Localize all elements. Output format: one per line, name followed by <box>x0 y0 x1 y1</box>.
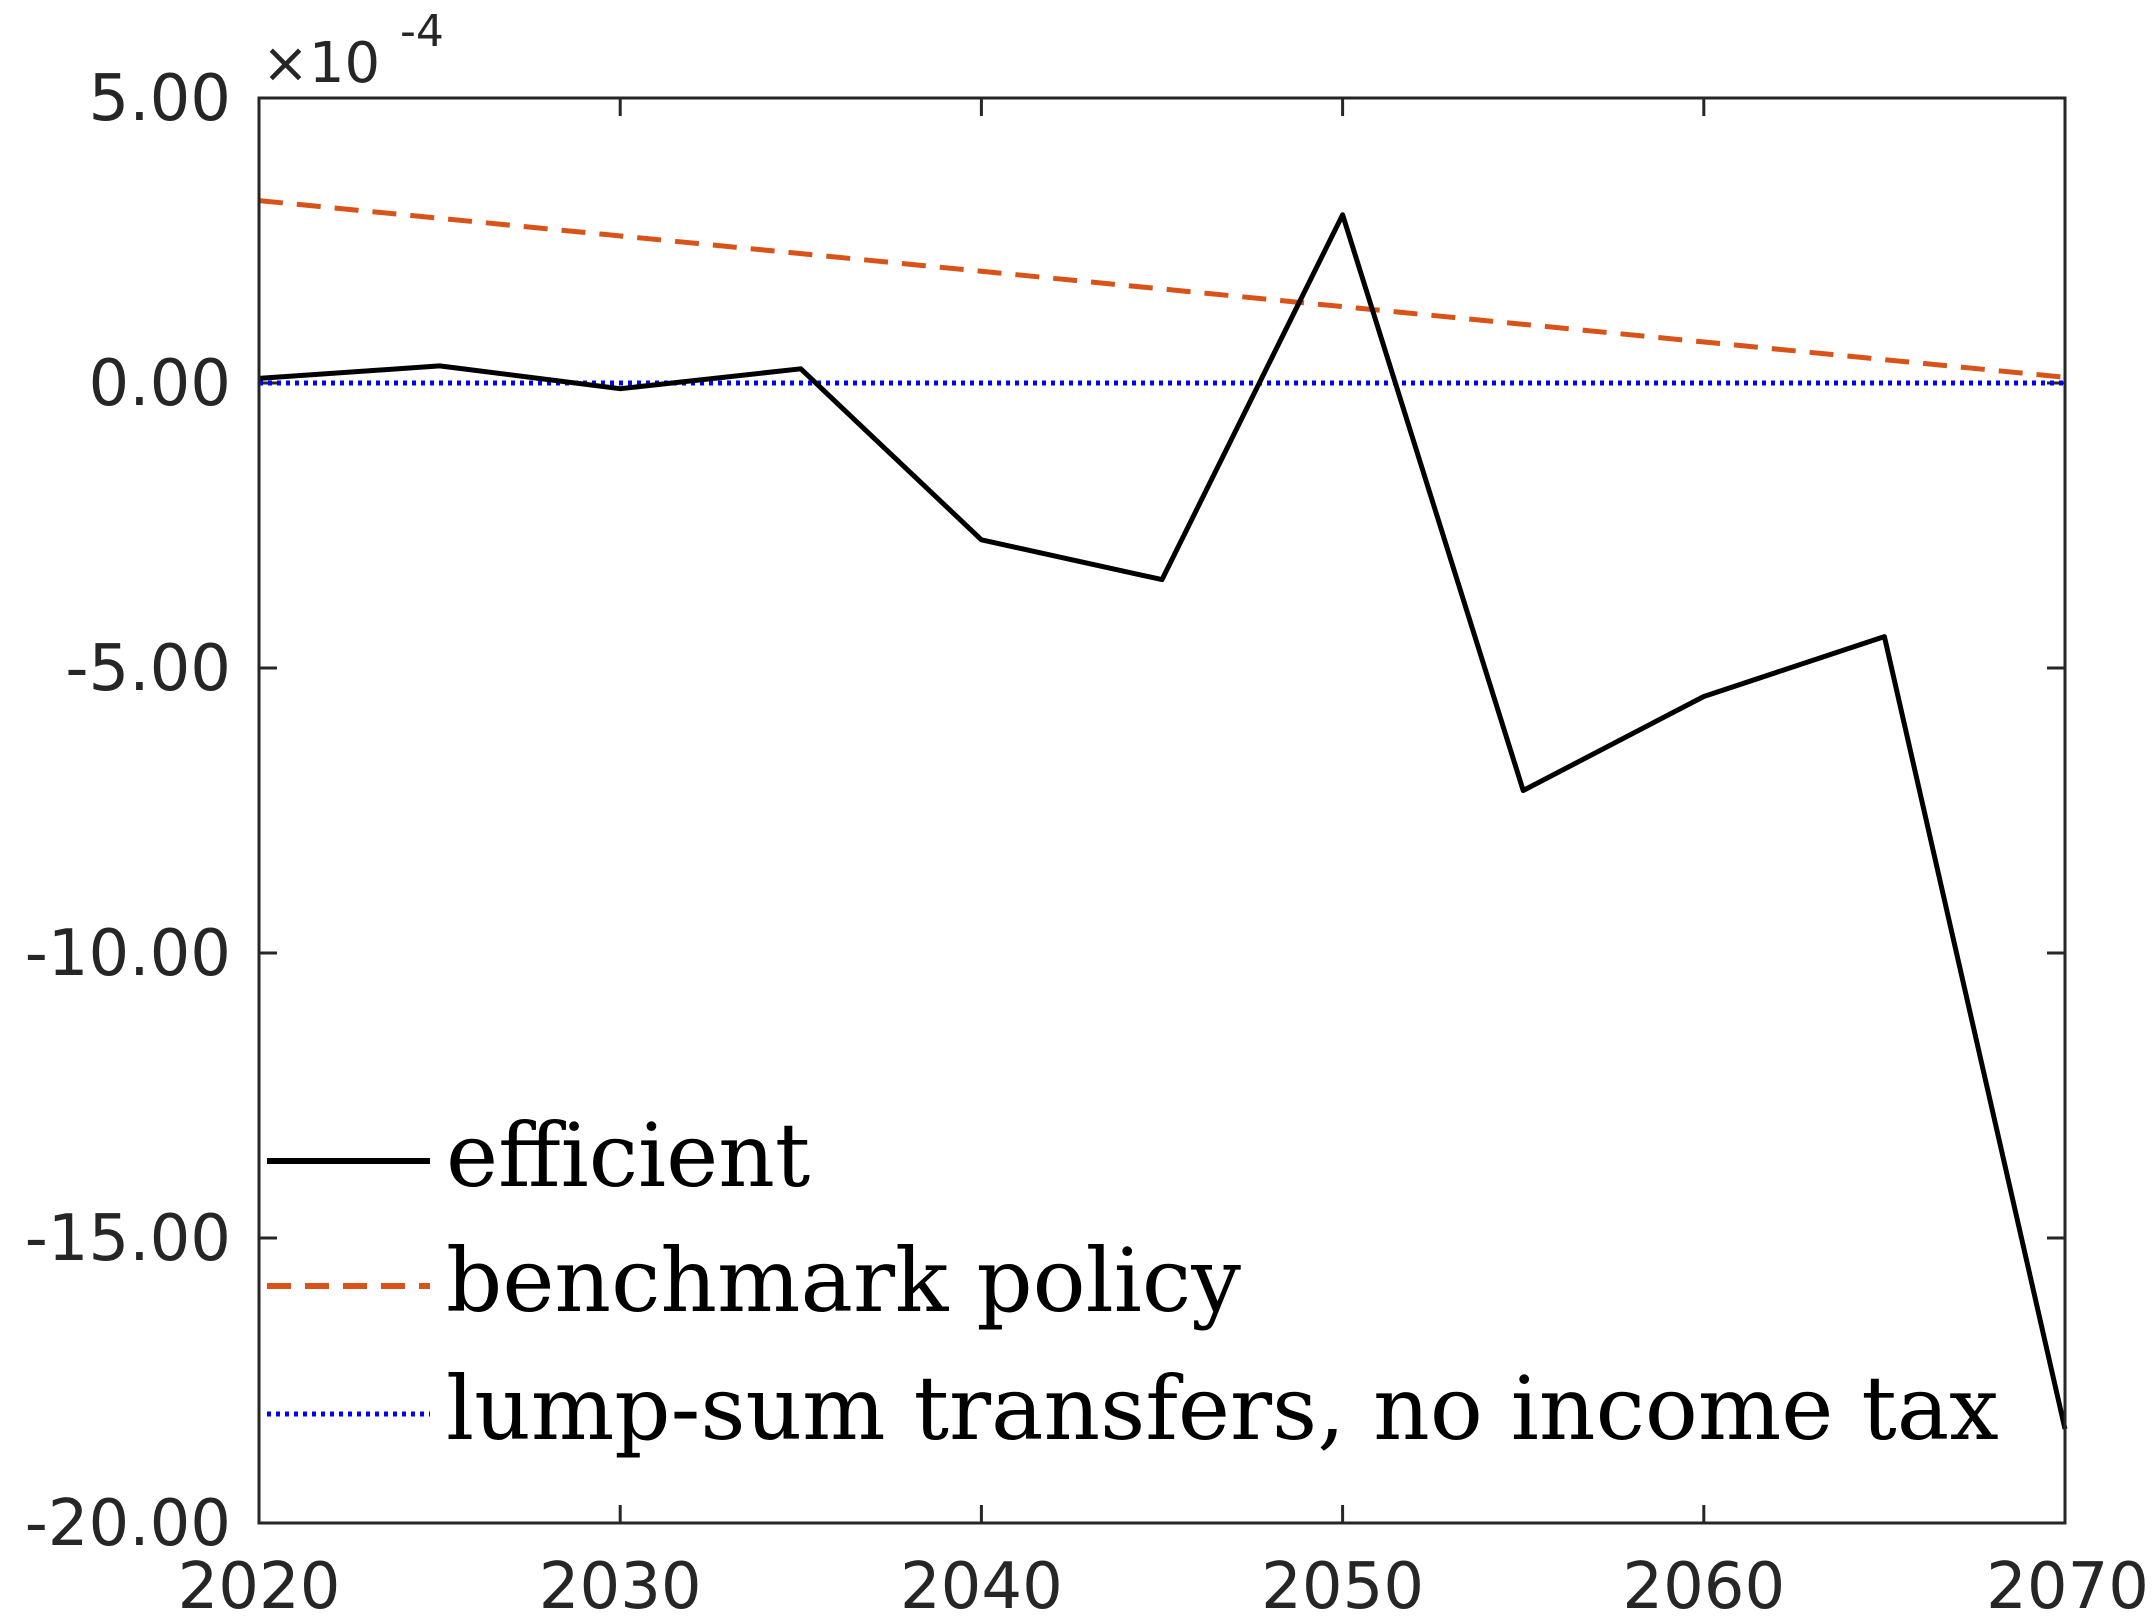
y-tick-label: -5.00 <box>65 632 231 706</box>
y-tick-labels: 5.00 0.00 -5.00 -10.00 -15.00 -20.00 <box>25 62 231 1561</box>
y-tick-label: -15.00 <box>25 1202 231 1276</box>
series-layer <box>258 198 2068 1430</box>
x-tick-label: 2070 <box>1986 1550 2149 1622</box>
plot-background <box>259 98 2065 1523</box>
legend-label-efficient: efficient <box>446 1104 810 1207</box>
y-tick-label: -20.00 <box>25 1487 231 1561</box>
y-tick-label: 5.00 <box>89 62 232 136</box>
x-tick-label: 2050 <box>1261 1550 1424 1622</box>
x-tick-labels: 2020 2030 2040 2050 2060 2070 <box>178 1550 2149 1622</box>
legend: efficient benchmark policy lump-sum tran… <box>267 1104 1999 1460</box>
x-tick-label: 2020 <box>178 1550 341 1622</box>
x-tick-label: 2060 <box>1622 1550 1785 1622</box>
legend-label-benchmark-policy: benchmark policy <box>446 1229 1241 1332</box>
plot-frame <box>257 96 2067 1525</box>
x-tick-label: 2030 <box>539 1550 702 1622</box>
series-line-efficient <box>258 212 2068 1430</box>
x-tick-label: 2040 <box>900 1550 1063 1622</box>
y-multiplier: ×10 -4 <box>262 6 444 96</box>
y-multiplier-exponent: -4 <box>400 6 444 57</box>
y-tick-label: -10.00 <box>25 917 231 991</box>
y-multiplier-base: ×10 <box>262 31 380 96</box>
legend-label-lump-sum-transfers: lump-sum transfers, no income tax <box>446 1357 1999 1460</box>
y-tick-label: 0.00 <box>89 347 232 421</box>
